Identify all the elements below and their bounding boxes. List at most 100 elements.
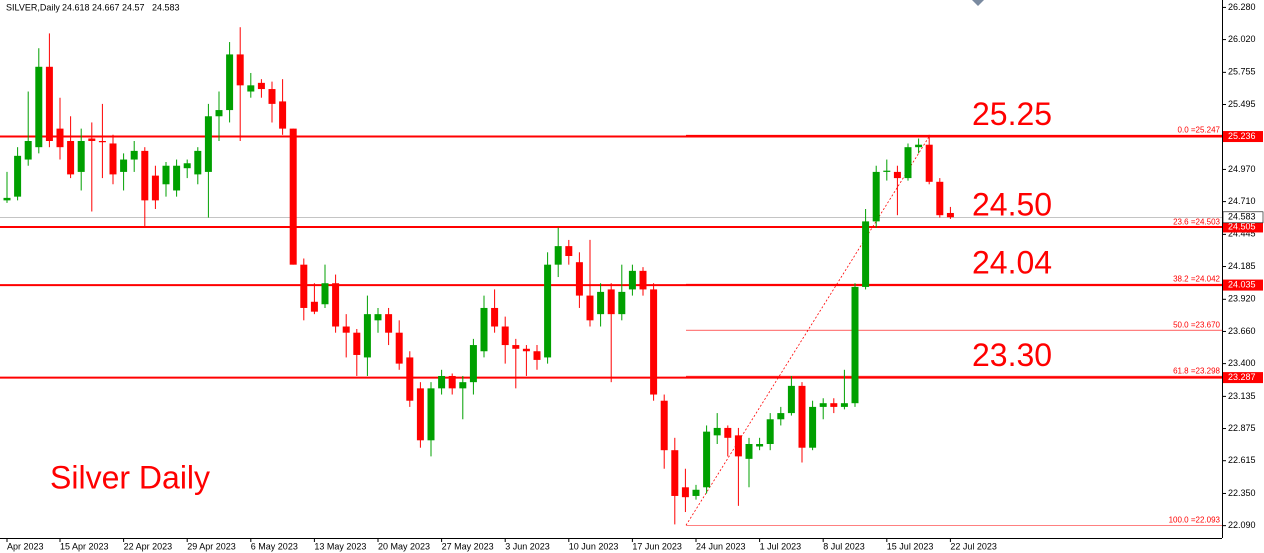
fibo-label: 61.8 =23.298 [1173, 366, 1220, 375]
candle-body [141, 150, 149, 201]
candle-body [575, 262, 583, 296]
candle-body [173, 165, 181, 191]
header-value: 24.618 [62, 2, 90, 12]
candle-body [77, 140, 85, 172]
x-tick-label: 3 Jun 2023 [505, 541, 550, 551]
candle-body [385, 314, 393, 333]
candle-body [109, 143, 117, 175]
x-tick-label: 24 Jun 2023 [696, 541, 746, 551]
x-tick-label: 15 Jul 2023 [887, 541, 934, 551]
y-tick-label: 26.020 [1228, 34, 1256, 44]
candle-body [363, 314, 371, 358]
candle-body [893, 171, 901, 179]
candle-body [194, 150, 202, 175]
candle-body [14, 155, 22, 197]
candle-body [840, 403, 848, 407]
candle-body [586, 295, 594, 321]
candle-body [681, 487, 689, 498]
candle-body [342, 326, 350, 333]
candle-body [448, 375, 456, 389]
candle-body [872, 171, 880, 222]
fibo-label: 23.6 =24.503 [1173, 217, 1220, 226]
fibo-label: 38.2 =24.042 [1173, 274, 1220, 283]
candle-body [120, 159, 128, 172]
candle-body [660, 400, 668, 451]
level-annotation: 23.30 [972, 337, 1052, 373]
candle-body [300, 264, 308, 308]
candle-body [904, 147, 912, 179]
header-value: 24.57 [122, 2, 145, 12]
candle-body [925, 144, 933, 182]
candle-body [279, 101, 287, 129]
level-annotation: 24.50 [972, 186, 1052, 222]
level-annotation: 25.25 [972, 96, 1052, 132]
candle-body [628, 270, 636, 290]
candle-body [332, 283, 340, 327]
y-tick-label: 22.090 [1228, 520, 1256, 530]
current-price-box [1222, 211, 1264, 224]
candle-body [183, 163, 191, 169]
candle-body [618, 291, 626, 315]
candle-body [427, 388, 435, 441]
candle-body [247, 85, 255, 92]
candle-body [724, 427, 732, 438]
candle-body [321, 283, 329, 305]
y-tick-label: 22.615 [1228, 455, 1256, 465]
fibo-label: 0.0 =25.247 [1178, 125, 1221, 134]
candle-body [671, 450, 679, 496]
candle-body [3, 197, 11, 201]
header-value: 24.583 [152, 2, 180, 12]
candle-body [88, 138, 96, 141]
candle-body [151, 175, 159, 201]
candle-body [35, 66, 43, 148]
header-value: 24.667 [92, 2, 120, 12]
candle-body [374, 314, 382, 321]
candle-body [565, 246, 573, 257]
candle-body [713, 427, 721, 436]
x-tick-label: 6 May 2023 [251, 541, 298, 551]
candle-body [257, 82, 265, 90]
y-tick-label: 22.350 [1228, 488, 1256, 498]
candle-body [734, 435, 742, 457]
candle-body [703, 431, 711, 488]
shift-marker [972, 0, 984, 6]
candle-body [480, 307, 488, 352]
level-price-box [1223, 221, 1263, 233]
candle-body [130, 150, 138, 160]
plot: 0.0 =25.247 23.6 =24.503 38.2 =24.042 50.0 … [0, 27, 1222, 526]
fibo-label: 50.0 =23.670 [1173, 320, 1220, 329]
candle-body [491, 307, 499, 327]
level-price-label: 23.287 [1228, 372, 1256, 382]
candle-body [830, 403, 838, 407]
candle-body [56, 128, 64, 148]
candle-body [862, 221, 870, 287]
candle-body [406, 357, 414, 401]
candle-body [745, 444, 753, 459]
level-price-box [1223, 372, 1263, 384]
x-tick-label: 29 Apr 2023 [187, 541, 236, 551]
candle-body [45, 66, 53, 141]
candle-body [883, 170, 891, 172]
x-tick-label: 15 Apr 2023 [60, 541, 109, 551]
x-tick-label: Apr 2023 [7, 541, 44, 551]
candle-body [756, 444, 764, 447]
y-tick-label: 23.660 [1228, 326, 1256, 336]
y-tick-label: 24.710 [1228, 196, 1256, 206]
candle-body [787, 385, 795, 414]
level-price-label: 24.505 [1228, 221, 1256, 231]
fibo-trend [685, 134, 931, 526]
candle-body [936, 181, 944, 216]
candle-body [289, 128, 297, 265]
y-tick-label: 23.400 [1228, 358, 1256, 368]
x-tick-label: 13 May 2023 [314, 541, 366, 551]
x-tick-label: 22 Jul 2023 [950, 541, 997, 551]
candle-body [353, 332, 361, 355]
candle-body [310, 301, 318, 312]
level-price-label: 25.236 [1228, 131, 1256, 141]
candle-body [639, 270, 647, 290]
candle-body [777, 413, 785, 420]
candle-body [946, 212, 954, 218]
candle-body [416, 388, 424, 441]
candle-body [236, 54, 244, 86]
x-tick-label: 17 Jun 2023 [632, 541, 682, 551]
